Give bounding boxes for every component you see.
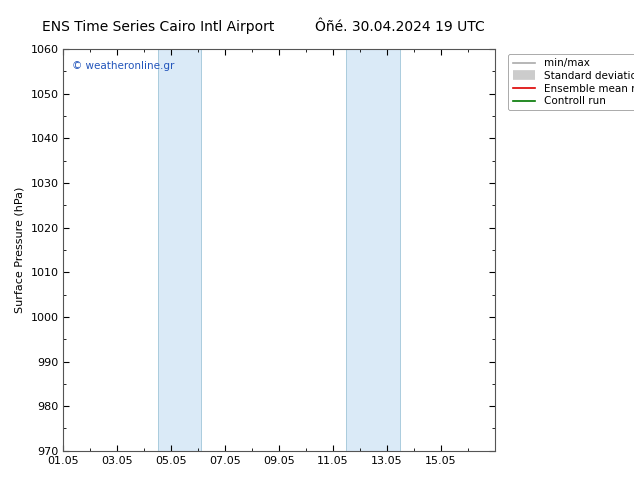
Text: © weatheronline.gr: © weatheronline.gr: [72, 61, 174, 71]
Bar: [346, 49, 400, 451]
Bar: [158, 49, 201, 451]
Y-axis label: Surface Pressure (hPa): Surface Pressure (hPa): [15, 187, 25, 313]
Legend: min/max, Standard deviation, Ensemble mean run, Controll run: min/max, Standard deviation, Ensemble me…: [508, 54, 634, 110]
Text: Ôñé. 30.04.2024 19 UTC: Ôñé. 30.04.2024 19 UTC: [315, 20, 484, 34]
Text: ENS Time Series Cairo Intl Airport: ENS Time Series Cairo Intl Airport: [42, 20, 275, 34]
